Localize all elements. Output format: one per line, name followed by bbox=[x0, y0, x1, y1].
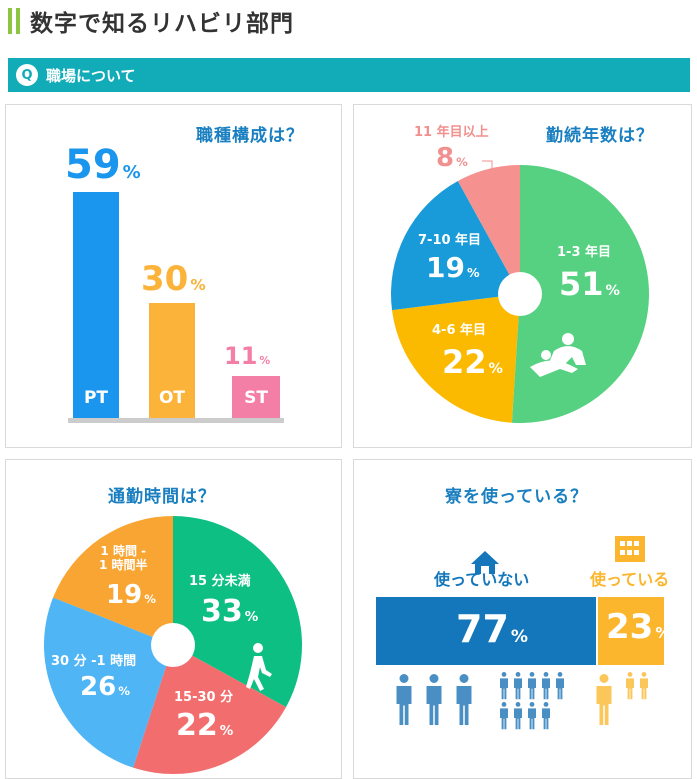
dorm-using-label: 使っている bbox=[590, 570, 670, 589]
title-accent-bars bbox=[8, 8, 20, 34]
bar-st: ST bbox=[232, 376, 280, 418]
person-icon bbox=[542, 672, 550, 700]
house-icon bbox=[471, 551, 499, 574]
person-icon bbox=[528, 672, 536, 700]
dorm-value-label: 77% bbox=[456, 607, 529, 651]
person-icon bbox=[542, 702, 550, 730]
bar-value-label: 59% bbox=[65, 142, 141, 188]
pie-slice-label: 4-6 年目 bbox=[432, 323, 487, 338]
person-icon bbox=[500, 672, 508, 700]
pie-overlay bbox=[246, 643, 272, 691]
pie-slice bbox=[173, 516, 302, 708]
person-icon bbox=[514, 672, 522, 700]
pie-center-hole bbox=[151, 623, 195, 667]
bar-category-label: PT bbox=[83, 388, 109, 408]
dorm-graphic bbox=[396, 536, 648, 730]
person-icon bbox=[596, 674, 612, 725]
person-icon bbox=[500, 702, 508, 730]
pie-slice-label: 1-3 年目 bbox=[557, 245, 612, 260]
pie-value-label: 51% bbox=[559, 265, 620, 303]
chart-title: 寮を使っている？ bbox=[445, 487, 589, 507]
section-label: 職場について bbox=[46, 66, 136, 85]
pie-value-label: 19% bbox=[426, 251, 480, 284]
pie-slice bbox=[457, 165, 520, 294]
pie-svg bbox=[44, 516, 302, 774]
dorm-bar-segment bbox=[376, 597, 596, 665]
pie-value-label: 33% bbox=[201, 594, 259, 629]
bar-value-label: 11% bbox=[224, 342, 271, 370]
pie-value-label: 26% bbox=[80, 672, 130, 702]
pie-overlay bbox=[482, 160, 586, 377]
job-bar-chart: PT 59% OT 30% ST 11% bbox=[6, 105, 341, 447]
pie-slice bbox=[133, 645, 287, 774]
person-icon bbox=[456, 674, 472, 725]
chart-title: 勤続年数は？ bbox=[546, 126, 654, 146]
dorm-not-using-label: 使っていない bbox=[434, 570, 530, 589]
callout-line bbox=[482, 160, 493, 171]
section-header: Q 職場について bbox=[8, 58, 690, 92]
pie-value-label: 8% bbox=[436, 143, 468, 173]
pie-slice-label: 7-10 年目 bbox=[418, 233, 482, 248]
panel-job-composition: 職種構成は？ PT 59% OT 30% ST 11% bbox=[5, 104, 342, 448]
building-icon bbox=[615, 536, 645, 562]
bar-category-label: OT bbox=[158, 388, 186, 408]
commute-pie-chart: 15 分未満 33% 15-30 分 22% 30 分 -1 時間 26% 1 時間 -1 … bbox=[6, 460, 341, 778]
bar-pt: PT bbox=[73, 192, 119, 418]
pie-slice bbox=[44, 597, 174, 768]
question-badge-icon: Q bbox=[16, 64, 38, 86]
pie-slice bbox=[53, 516, 173, 645]
chart-title: 通勤時間は？ bbox=[108, 487, 216, 507]
person-icon bbox=[514, 702, 522, 730]
bar-baseline bbox=[68, 418, 284, 423]
panel-commute-time: 通勤時間は？ 15 分未満 33% 15-30 分 22% 30 分 -1 時間 26% 1… bbox=[5, 459, 342, 779]
dorm-value-label: 23% bbox=[606, 607, 671, 647]
pie-slice-label: 1 時間 -1 時間半 bbox=[99, 544, 148, 573]
pie-slice bbox=[391, 180, 520, 311]
pie-value-label: 19% bbox=[106, 580, 156, 610]
panel-years-of-service: 勤続年数は？ 1-3 年目 51% 4-6 年目 22% 7-10 年目 19% 11 年目… bbox=[353, 104, 692, 448]
rehab-figures-icon bbox=[530, 333, 586, 377]
person-icon bbox=[528, 702, 536, 730]
bar-category-label: ST bbox=[244, 388, 268, 408]
person-icon bbox=[626, 672, 634, 700]
pie-slice-label: 15 分未満 bbox=[189, 574, 251, 589]
pie-slice-label: 30 分 -1 時間 bbox=[51, 654, 137, 669]
panel-dormitory: 寮を使っている？ 使っていない 使っている 77% 23% bbox=[353, 459, 692, 779]
chart-title: 職種構成は？ bbox=[196, 126, 304, 146]
person-icon bbox=[556, 672, 564, 700]
person-icon bbox=[426, 674, 442, 725]
pie-slice-label: 15-30 分 bbox=[174, 690, 234, 705]
page-title-text: 数字で知るリハビリ部門 bbox=[30, 11, 294, 37]
person-icon bbox=[396, 674, 412, 725]
pie-slice bbox=[392, 294, 520, 423]
pie-value-label: 22% bbox=[176, 708, 234, 743]
walking-person-icon bbox=[246, 643, 272, 691]
pie-slice-label: 11 年目以上 bbox=[414, 125, 489, 140]
page-title: 数字で知るリハビリ部門 bbox=[8, 4, 294, 38]
bar-value-label: 30% bbox=[141, 259, 206, 299]
bar-ot: OT bbox=[149, 303, 195, 418]
pie-center-hole bbox=[498, 272, 542, 316]
pie-value-label: 22% bbox=[442, 343, 503, 381]
people-icons bbox=[396, 672, 648, 730]
dorm-bar-segment bbox=[598, 597, 664, 665]
person-icon bbox=[640, 672, 648, 700]
